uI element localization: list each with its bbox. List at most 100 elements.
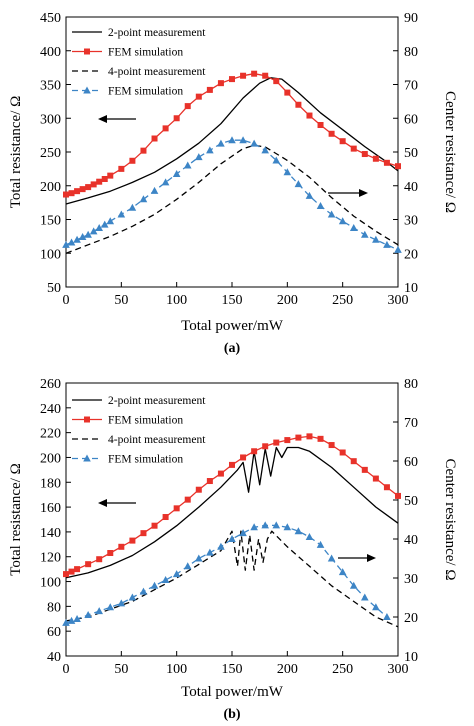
data-point-square bbox=[162, 514, 169, 521]
data-point-triangle bbox=[338, 568, 347, 576]
left-axis-arrowhead bbox=[98, 499, 107, 507]
data-point-square bbox=[317, 122, 324, 128]
y-left-axis-title: Total resistance/ Ω bbox=[8, 463, 24, 576]
panel-label: (b) bbox=[223, 707, 240, 722]
y-left-tick-label: 140 bbox=[40, 526, 61, 541]
x-tick-label: 250 bbox=[332, 662, 353, 677]
data-point-triangle bbox=[95, 223, 103, 231]
data-point-triangle bbox=[183, 161, 192, 169]
y-right-tick-label: 60 bbox=[404, 112, 418, 127]
data-point-triangle bbox=[100, 220, 109, 228]
data-point-square bbox=[229, 461, 235, 468]
data-point-square bbox=[306, 433, 313, 440]
right-axis-arrowhead bbox=[359, 189, 368, 197]
data-point-triangle bbox=[294, 180, 303, 188]
data-point-square bbox=[350, 458, 357, 465]
data-point-triangle bbox=[139, 587, 148, 595]
legend-entry: 4-point measurement bbox=[108, 434, 206, 446]
y-right-tick-label: 90 bbox=[404, 11, 418, 26]
data-point-triangle bbox=[84, 611, 92, 619]
y-left-tick-label: 260 bbox=[40, 377, 61, 392]
data-point-triangle bbox=[172, 570, 181, 578]
data-point-triangle bbox=[67, 238, 76, 246]
data-point-square bbox=[118, 543, 125, 550]
legend-entry: FEM simulation bbox=[108, 47, 183, 59]
y-right-tick-label: 70 bbox=[404, 416, 418, 431]
legend-entry: 4-point measurement bbox=[108, 66, 206, 78]
data-point-triangle bbox=[183, 562, 192, 570]
data-point-square bbox=[96, 556, 103, 563]
data-point-triangle bbox=[78, 233, 87, 241]
data-point-square bbox=[206, 86, 213, 93]
chart-panel-a: 0 50 100 150 200 250 3005010015020025030035040… bbox=[8, 11, 458, 356]
y-left-tick-label: 180 bbox=[40, 476, 61, 491]
data-point-triangle bbox=[161, 575, 170, 583]
data-point-triangle bbox=[217, 139, 225, 147]
data-point-square bbox=[395, 492, 401, 499]
y-left-tick-label: 300 bbox=[40, 112, 61, 127]
y-left-tick-label: 200 bbox=[40, 180, 61, 195]
data-point-triangle bbox=[95, 607, 103, 615]
data-point-triangle bbox=[361, 593, 369, 601]
legend-entry: FEM simulation bbox=[108, 415, 183, 427]
data-point-triangle bbox=[106, 603, 115, 611]
data-point-square bbox=[140, 530, 147, 537]
data-point-square bbox=[90, 181, 97, 188]
data-point-square bbox=[173, 505, 180, 512]
data-point-square bbox=[101, 176, 108, 182]
y-left-tick-label: 400 bbox=[40, 45, 61, 60]
data-point-square bbox=[107, 172, 114, 179]
x-axis-title: Total power/mW bbox=[181, 684, 284, 700]
data-point-triangle bbox=[327, 210, 336, 218]
data-point-triangle bbox=[338, 217, 347, 225]
data-point-square bbox=[284, 89, 291, 96]
data-point-square bbox=[361, 151, 368, 158]
right-axis-arrowhead bbox=[367, 554, 376, 562]
data-point-square bbox=[129, 537, 136, 544]
data-point-triangle bbox=[161, 178, 170, 186]
data-point-triangle bbox=[128, 593, 137, 601]
y-left-tick-label: 240 bbox=[40, 402, 61, 417]
x-tick-label: 300 bbox=[388, 293, 409, 308]
data-point-triangle bbox=[250, 523, 258, 531]
y-right-tick-label: 70 bbox=[404, 79, 418, 94]
data-point-triangle bbox=[62, 618, 70, 626]
y-right-axis-title: Center resistance/ Ω bbox=[442, 91, 458, 213]
data-point-square bbox=[63, 571, 69, 578]
x-axis-title: Total power/mW bbox=[181, 318, 284, 334]
data-point-square bbox=[229, 76, 235, 83]
x-tick-label: 50 bbox=[114, 293, 128, 308]
data-point-square bbox=[68, 568, 75, 575]
data-point-square bbox=[184, 103, 191, 110]
data-point-triangle bbox=[73, 235, 81, 243]
series-line-2 bbox=[65, 144, 399, 254]
data-point-triangle bbox=[283, 523, 292, 531]
data-point-square bbox=[284, 437, 291, 444]
y-right-tick-label: 40 bbox=[404, 180, 418, 195]
data-point-triangle bbox=[128, 203, 137, 211]
data-point-square bbox=[96, 178, 103, 185]
y-left-tick-label: 160 bbox=[40, 501, 61, 516]
y-right-tick-label: 60 bbox=[404, 455, 418, 470]
x-tick-label: 0 bbox=[63, 293, 70, 308]
data-point-triangle bbox=[294, 527, 303, 535]
data-point-triangle bbox=[73, 614, 81, 622]
x-tick-label: 100 bbox=[166, 293, 187, 308]
data-point-square bbox=[195, 486, 202, 493]
data-point-triangle bbox=[150, 186, 159, 194]
y-left-tick-label: 350 bbox=[40, 79, 61, 94]
series-line-2 bbox=[65, 530, 399, 628]
data-point-square bbox=[339, 449, 346, 456]
series-line-0 bbox=[65, 446, 399, 579]
data-point-square bbox=[372, 475, 379, 482]
left-axis-arrowhead bbox=[98, 115, 107, 123]
data-point-square bbox=[251, 70, 258, 77]
x-tick-label: 150 bbox=[222, 662, 243, 677]
data-point-triangle bbox=[250, 139, 258, 147]
legend-entry: FEM simulation bbox=[108, 454, 183, 466]
y-left-tick-label: 40 bbox=[47, 650, 61, 665]
data-point-square bbox=[217, 80, 224, 87]
data-point-square bbox=[206, 478, 213, 485]
x-tick-label: 100 bbox=[166, 662, 187, 677]
y-right-tick-label: 30 bbox=[404, 572, 418, 587]
